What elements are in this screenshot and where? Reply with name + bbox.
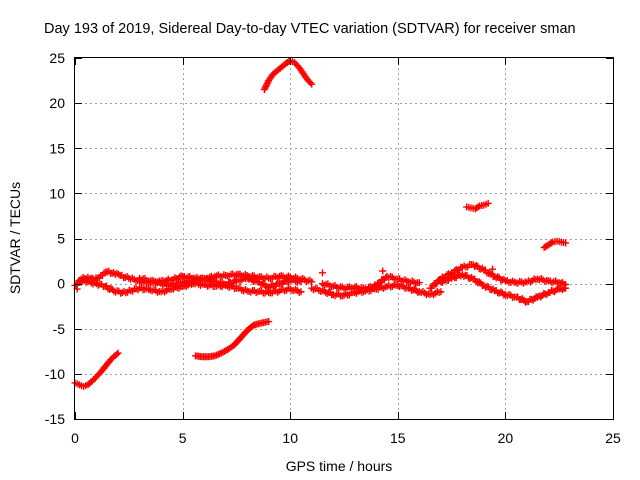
- data-point-arc-baseline-f: [477, 265, 485, 273]
- data-point-arc-baseline-f: [494, 273, 502, 281]
- x-tick-label: 0: [71, 430, 79, 446]
- y-tick-label: -5: [53, 321, 66, 337]
- data-point-arc-baseline-c: [228, 280, 236, 288]
- x-axis-title: GPS time / hours: [286, 458, 393, 474]
- data-point-arc-baseline-c: [285, 278, 293, 286]
- y-tick-label: 5: [57, 231, 65, 247]
- x-tick-label: 25: [605, 430, 621, 446]
- axis-ticks: 0 5 10 15 20 25 -15 -10 -5 0 5 10 15 20 25: [45, 50, 621, 446]
- data-point-arc-baseline-e: [375, 280, 383, 288]
- data-point-arc-baseline-g: [558, 286, 566, 294]
- y-tick-label: 10: [49, 185, 65, 201]
- data-point-arc-baseline-a: [100, 269, 108, 277]
- data-point-arc-baseline-a: [103, 268, 111, 276]
- data-point-arc-evening-a: [474, 203, 482, 211]
- y-tick-label: 25: [49, 50, 65, 66]
- data-point-arc-recovery: [265, 318, 273, 326]
- y-tick-label: -10: [45, 366, 65, 382]
- data-point-arc-baseline-a: [171, 274, 179, 282]
- grid: [75, 58, 613, 419]
- data-point-arc-baseline-g: [562, 284, 570, 292]
- data-point-arc-baseline-b: [297, 288, 305, 296]
- data-point-arc-baseline-g: [528, 295, 536, 303]
- data-point-arc-baseline-c: [297, 278, 305, 286]
- data-point-arc-baseline-g: [518, 295, 526, 303]
- x-tick-label: 15: [390, 430, 406, 446]
- data-point-arc-baseline-c: [203, 274, 211, 282]
- data-point-arc-baseline-d: [409, 286, 417, 294]
- data-point-arc-baseline-g: [460, 272, 468, 280]
- y-tick-label: 15: [49, 140, 65, 156]
- data-point-arc-baseline-c: [277, 279, 285, 287]
- data-point-arc-rise-peak: [306, 79, 314, 87]
- x-tick-label: 20: [498, 430, 514, 446]
- data-point-outliers: [488, 265, 496, 273]
- data-point-arc-baseline-e: [368, 284, 376, 292]
- data-point-arc-evening-b: [562, 239, 570, 247]
- data-point-arc-evening-a: [484, 199, 492, 207]
- data-point-arc-morning-dip: [114, 349, 122, 357]
- chart-title: Day 193 of 2019, Sidereal Day-to-day VTE…: [44, 21, 576, 37]
- data-point-arc-baseline-f: [472, 261, 480, 269]
- data-point-arc-baseline-f: [431, 280, 439, 288]
- data-point-arc-baseline-d: [437, 288, 445, 296]
- data-point-arc-baseline-g: [475, 278, 483, 286]
- y-axis-title: SDTVAR / TECUs: [7, 182, 23, 294]
- data-point-arc-baseline-g: [537, 293, 545, 301]
- data-point-arc-morning-dip: [113, 350, 121, 358]
- data-point-arc-baseline-g: [549, 287, 557, 295]
- data-point-outliers: [318, 269, 326, 277]
- data-point-arc-baseline-a: [308, 278, 316, 286]
- y-tick-label: 0: [57, 276, 65, 292]
- data-point-arc-baseline-g: [497, 288, 505, 296]
- plot-frame: [74, 57, 614, 420]
- data-point-arc-baseline-g: [483, 282, 491, 290]
- data-point-arc-baseline-d: [412, 287, 420, 295]
- x-tick-label: 5: [179, 430, 187, 446]
- data-point-outliers: [379, 267, 387, 275]
- data-point-arc-evening-b: [547, 239, 555, 247]
- y-tick-label: 20: [49, 95, 65, 111]
- data-point-arc-rise-peak: [308, 80, 316, 88]
- data-point-arc-baseline-c: [268, 281, 276, 289]
- data-points: [71, 57, 570, 391]
- data-point-arc-baseline-c: [246, 274, 254, 282]
- data-point-arc-baseline-g: [441, 275, 449, 283]
- data-point-arc-baseline-g: [552, 286, 560, 294]
- y-tick-label: -15: [45, 411, 65, 427]
- x-tick-label: 10: [282, 430, 298, 446]
- data-point-arc-baseline-c: [262, 282, 270, 290]
- data-point-arc-baseline-g: [449, 273, 457, 281]
- data-point-arc-baseline-e: [415, 279, 423, 287]
- data-point-arc-baseline-d: [323, 289, 331, 297]
- data-point-arc-baseline-a: [115, 270, 123, 278]
